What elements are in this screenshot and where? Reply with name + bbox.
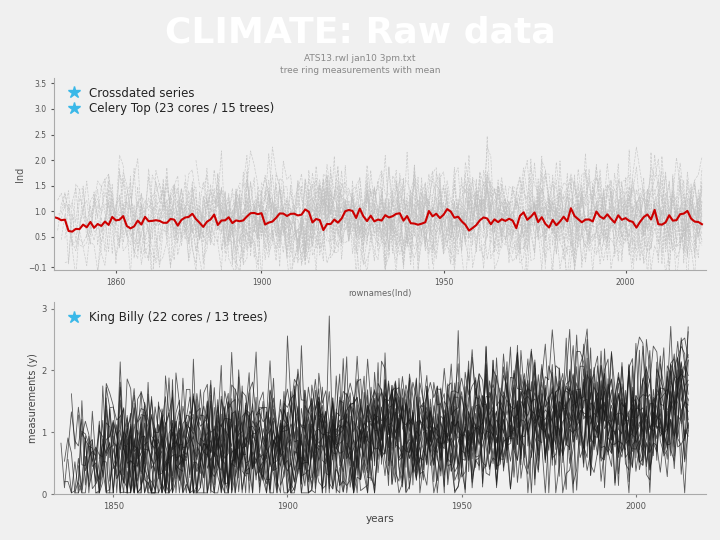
Legend: Crossdated series, Celery Top (23 cores / 15 trees): Crossdated series, Celery Top (23 cores … — [60, 84, 277, 117]
Y-axis label: Ind: Ind — [15, 166, 25, 182]
Legend: King Billy (22 cores / 13 trees): King Billy (22 cores / 13 trees) — [60, 308, 271, 326]
X-axis label: years: years — [366, 514, 394, 523]
Text: ATS13.rwl jan10 3pm.txt
tree ring measurements with mean: ATS13.rwl jan10 3pm.txt tree ring measur… — [280, 53, 440, 75]
Text: CLIMATE: Raw data: CLIMATE: Raw data — [165, 16, 555, 49]
Y-axis label: measurements (y): measurements (y) — [28, 353, 38, 443]
X-axis label: rownames(Ind): rownames(Ind) — [348, 289, 412, 299]
